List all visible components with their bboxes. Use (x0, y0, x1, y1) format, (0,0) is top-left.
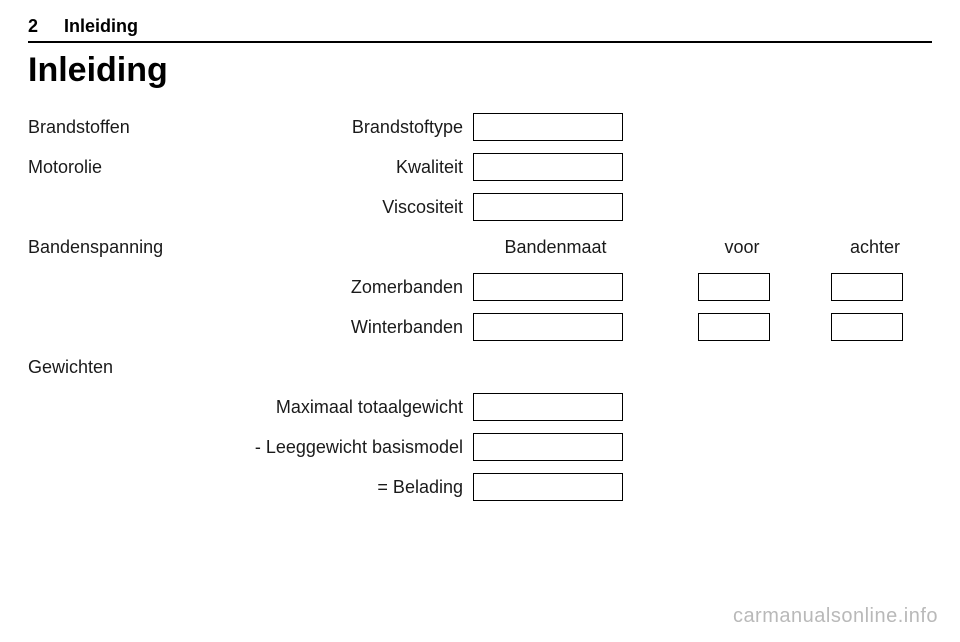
section-label-motorolie: Motorolie (28, 157, 248, 178)
section-label-gewichten: Gewichten (28, 357, 248, 378)
input-leeggewicht[interactable] (473, 433, 623, 461)
input-brandstoftype[interactable] (473, 113, 623, 141)
field-label-viscositeit: Viscositeit (248, 197, 473, 218)
field-label-winterbanden: Winterbanden (248, 317, 473, 338)
col-header-voor: voor (698, 237, 786, 258)
field-label-kwaliteit: Kwaliteit (248, 157, 473, 178)
page-number: 2 (28, 16, 64, 37)
row-max-totaalgewicht: Maximaal totaalgewicht (28, 392, 932, 422)
row-zomerbanden: Zomerbanden (28, 272, 932, 302)
input-max-totaal[interactable] (473, 393, 623, 421)
row-belading: = Belading (28, 472, 932, 502)
row-gewichten-label: Gewichten (28, 352, 932, 382)
col-header-achter: achter (831, 237, 919, 258)
input-winter-maat[interactable] (473, 313, 623, 341)
page-title: Inleiding (28, 51, 932, 90)
field-label-zomerbanden: Zomerbanden (248, 277, 473, 298)
field-label-belading: = Belading (248, 477, 473, 498)
row-banden-header: Bandenspanning Bandenmaat voor achter (28, 232, 932, 262)
row-brandstoffen: Brandstoffen Brandstoftype (28, 112, 932, 142)
header-bar: 2 Inleiding (28, 16, 932, 43)
row-winterbanden: Winterbanden (28, 312, 932, 342)
input-winter-achter[interactable] (831, 313, 903, 341)
row-motorolie-viscositeit: Viscositeit (28, 192, 932, 222)
section-label-bandenspanning: Bandenspanning (28, 237, 248, 258)
page: 2 Inleiding Inleiding Brandstoffen Brand… (0, 0, 960, 502)
header-section-title: Inleiding (64, 16, 138, 37)
field-label-leeggewicht: - Leeggewicht basismodel (248, 437, 473, 458)
input-winter-voor[interactable] (698, 313, 770, 341)
form-content: Brandstoffen Brandstoftype Motorolie Kwa… (28, 112, 932, 502)
input-zomer-maat[interactable] (473, 273, 623, 301)
watermark: carmanualsonline.info (733, 605, 938, 628)
input-zomer-voor[interactable] (698, 273, 770, 301)
field-label-max-totaal: Maximaal totaalgewicht (248, 397, 473, 418)
input-belading[interactable] (473, 473, 623, 501)
input-kwaliteit[interactable] (473, 153, 623, 181)
row-motorolie-kwaliteit: Motorolie Kwaliteit (28, 152, 932, 182)
row-leeggewicht: - Leeggewicht basismodel (28, 432, 932, 462)
section-label-brandstoffen: Brandstoffen (28, 117, 248, 138)
field-label-brandstoftype: Brandstoftype (248, 117, 473, 138)
input-zomer-achter[interactable] (831, 273, 903, 301)
col-header-bandenmaat: Bandenmaat (473, 237, 638, 258)
input-viscositeit[interactable] (473, 193, 623, 221)
